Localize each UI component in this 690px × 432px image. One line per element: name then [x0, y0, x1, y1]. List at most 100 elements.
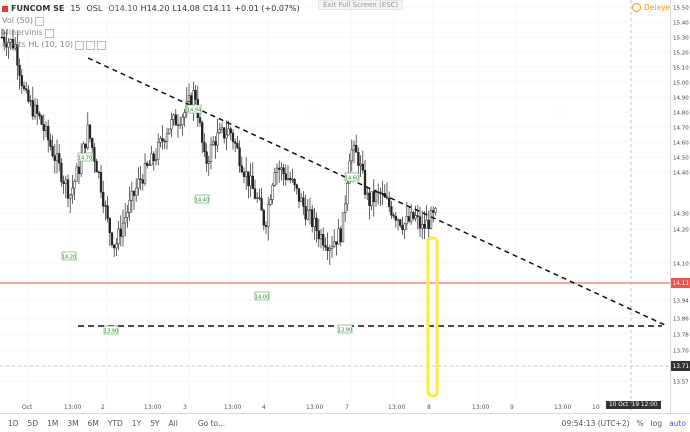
timeframe-button-1d[interactable]: 1D [8, 418, 19, 428]
candle [361, 150, 364, 174]
indicator-visibility-icon[interactable] [34, 16, 44, 26]
candle [9, 38, 12, 50]
candle [16, 30, 19, 80]
pivot-labels: 14.70 14.20 13.90 14.94 14.40 14.00 14.60 13.90 [61, 104, 360, 335]
candle [194, 85, 197, 105]
timeframe-button-1m[interactable]: 1M [47, 418, 59, 428]
svg-text:13.90: 13.90 [338, 327, 352, 333]
price-tick-label: 14.10 [673, 262, 689, 268]
candle [163, 138, 166, 150]
candle [370, 191, 373, 211]
price-axis[interactable]: 15.50 15.40 15.30 15.20 15.10 15.00 14.90 14.80… [670, 0, 690, 413]
candle [401, 216, 404, 235]
candle [315, 212, 318, 243]
candle [412, 211, 415, 221]
candle [14, 37, 17, 51]
candle [159, 135, 162, 148]
time-tick-label: 8 [427, 404, 431, 411]
highlight-marker [426, 236, 439, 398]
candle [350, 139, 353, 172]
pivot-label: 13.90 [337, 324, 353, 334]
auto-scale-toggle[interactable]: auto [669, 418, 686, 428]
candle [31, 86, 34, 120]
candle [154, 148, 158, 166]
price-tick-label: 13.86 [673, 317, 689, 323]
timeframe-button-5d[interactable]: 5D [27, 418, 39, 428]
time-tick-label: 10 [592, 404, 600, 411]
candle [7, 38, 10, 59]
candle [88, 124, 92, 143]
time-tick-label: 13:00 [472, 404, 490, 411]
pivot-label: 14.40 [194, 194, 210, 203]
timeframe-button-5y[interactable]: 5Y [150, 418, 160, 428]
candle [152, 151, 155, 171]
candle [66, 174, 70, 208]
candle [42, 114, 45, 141]
percent-scale-toggle[interactable]: % [636, 418, 644, 428]
candle [313, 207, 316, 240]
candle [58, 143, 61, 172]
candle [75, 163, 78, 182]
goto-date-button[interactable]: Go to... [197, 418, 226, 428]
indicator-remove-icon[interactable] [86, 40, 96, 50]
candle [148, 160, 151, 166]
candle [179, 116, 182, 130]
candle [381, 180, 384, 206]
candle [11, 29, 15, 51]
price-tick-label: 14.70 [673, 126, 689, 132]
candle [73, 179, 76, 200]
price-tick-label: 15.00 [673, 81, 689, 87]
candle [141, 174, 144, 191]
candle [64, 175, 67, 198]
candle [335, 241, 338, 256]
candle [181, 113, 184, 136]
ohlc-low: L14.08 [172, 4, 200, 13]
candle [247, 171, 250, 199]
current-price-badge [671, 278, 690, 288]
candle [392, 212, 395, 219]
candle [390, 201, 393, 219]
candle [207, 155, 210, 176]
time-axis-labels[interactable]: Oct 13:00 2 13:00 3 13:00 4 13:00 7 13:00 8 13:00 9 1… [0, 404, 690, 413]
candle [97, 170, 100, 179]
pivots-indicator[interactable]: Pivots HL (10, 10) [2, 40, 74, 49]
candle [245, 157, 248, 190]
timeframe-button-all[interactable]: All [168, 418, 178, 428]
candle [396, 218, 400, 231]
candle [176, 113, 180, 138]
candle [150, 146, 153, 166]
candle [366, 187, 369, 201]
indicator-visibility-icon[interactable] [44, 28, 54, 38]
timeframe-button-ytd[interactable]: YTD [107, 418, 123, 428]
timeframe-button-1y[interactable]: 1Y [131, 418, 142, 428]
candle [297, 188, 301, 209]
indicator-more-icon[interactable] [97, 40, 107, 50]
svg-text:14.20: 14.20 [62, 254, 76, 260]
price-chart[interactable]: 14.70 14.20 13.90 14.94 14.40 14.00 14.60 13.90 [0, 0, 670, 413]
candle [284, 164, 287, 187]
exit-fullscreen-button[interactable]: Exit Full Screen (ESC) [318, 0, 404, 10]
candle [374, 189, 378, 207]
timeframe-button-3m[interactable]: 3M [67, 418, 79, 428]
candle [187, 83, 191, 108]
minervini-indicator[interactable]: Minervinis [2, 28, 43, 37]
log-scale-toggle[interactable]: log [650, 418, 663, 428]
candle [306, 199, 309, 221]
grid-lines [0, 0, 670, 402]
time-tick-label: 2 [101, 404, 105, 411]
candle [139, 165, 142, 191]
chart-legend: FUNCOM SE 15 OSL O14.10 H14.20 L14.08 C1… [2, 3, 300, 51]
candle [128, 186, 131, 221]
bottom-range-bar: 1D 5D 1M 3M 6M YTD 1Y 5Y All Go to... 09:54:13 (… [0, 413, 690, 432]
timeframe-button-6m[interactable]: 6M [87, 418, 99, 428]
chart-area[interactable]: 14.70 14.20 13.90 14.94 14.40 14.00 14.60 13.90… [0, 0, 675, 413]
volume-indicator[interactable]: Vol (50) [2, 16, 33, 25]
candle [385, 182, 389, 200]
pivot-label: 14.60 [344, 172, 360, 181]
candle [126, 205, 129, 228]
candle [44, 121, 48, 138]
indicator-settings-icon[interactable] [75, 40, 85, 50]
utc-clock[interactable]: 09:54:13 (UTC+2) [561, 418, 630, 428]
interval: 15 [70, 4, 81, 13]
symbol-name[interactable]: FUNCOM SE [11, 4, 65, 13]
